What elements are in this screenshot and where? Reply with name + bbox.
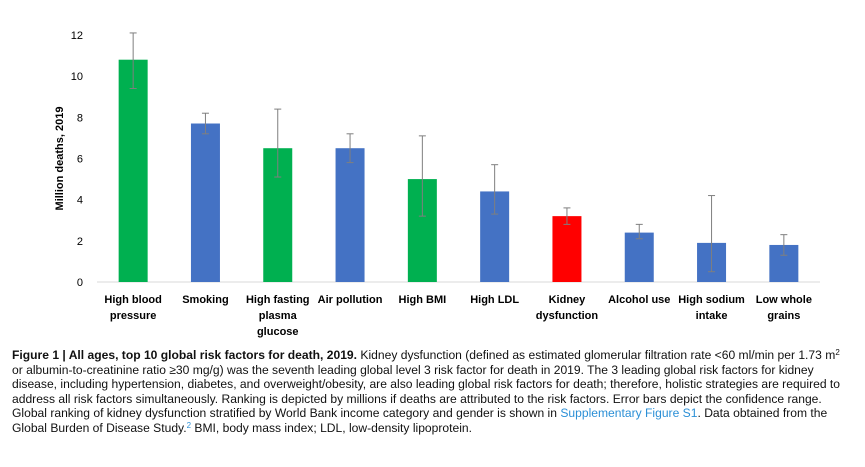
supplementary-figure-link[interactable]: Supplementary Figure S1 bbox=[560, 406, 698, 421]
y-tick-label: 8 bbox=[77, 112, 83, 124]
chart-bars bbox=[118, 59, 799, 283]
x-tick-label-line: High BMI bbox=[399, 294, 447, 306]
x-tick-label-line: plasma bbox=[259, 310, 298, 322]
figure-label: Figure 1 | All ages, top 10 global risk … bbox=[12, 348, 358, 362]
x-tick-label: High BMI bbox=[399, 294, 447, 306]
x-tick-label: High LDL bbox=[470, 294, 519, 306]
figure-caption: Figure 1 | All ages, top 10 global risk … bbox=[12, 348, 850, 436]
x-tick-label-line: High sodium bbox=[678, 294, 745, 306]
x-tick-label-line: dysfunction bbox=[536, 310, 599, 322]
y-tick-label: 4 bbox=[77, 195, 83, 207]
caption-text: or albumin-to-creatinine ratio ≥30 mg/g)… bbox=[12, 362, 841, 421]
y-tick-label: 2 bbox=[77, 236, 83, 248]
x-tick-label: Air pollution bbox=[318, 294, 383, 306]
y-tick-label: 12 bbox=[71, 30, 83, 42]
x-tick-label: Alcohol use bbox=[608, 294, 670, 306]
caption-text: BMI, body mass index; LDL, low-density l… bbox=[191, 420, 472, 435]
caption-text: Kidney dysfunction (defined as estimated… bbox=[357, 348, 836, 362]
y-tick-label: 0 bbox=[77, 277, 83, 289]
bar bbox=[624, 232, 654, 282]
y-tick-labels: 0 2 4 6 8 10 12 bbox=[71, 30, 83, 289]
reference-superscript[interactable]: 2 bbox=[186, 420, 192, 430]
x-tick-label: High sodium intake bbox=[678, 294, 745, 322]
bar-chart: High blood pressure Smoking High fasting pla… bbox=[54, 30, 820, 338]
x-tick-label-line: Alcohol use bbox=[608, 294, 670, 306]
x-tick-label-line: High fasting bbox=[246, 294, 310, 306]
y-tick-label: 10 bbox=[71, 71, 83, 83]
bar bbox=[190, 123, 220, 282]
x-tick-label: Smoking bbox=[182, 294, 228, 306]
x-tick-label-line: Kidney bbox=[549, 294, 587, 306]
x-tick-label-line: Smoking bbox=[182, 294, 228, 306]
x-tick-label: Low whole grains bbox=[756, 294, 812, 322]
y-tick-label: 6 bbox=[77, 154, 83, 166]
x-tick-label-line: Low whole bbox=[756, 294, 812, 306]
bar bbox=[552, 216, 582, 282]
x-tick-label-line: glucose bbox=[257, 326, 299, 338]
x-tick-label-line: High LDL bbox=[470, 294, 519, 306]
bar bbox=[335, 148, 365, 282]
x-tick-label-line: High blood bbox=[104, 294, 161, 306]
chart-error-bars bbox=[129, 32, 788, 273]
bar bbox=[118, 59, 148, 283]
y-axis-label: Million deaths, 2019 bbox=[54, 107, 66, 211]
x-tick-label-line: pressure bbox=[110, 310, 156, 322]
x-tick-label-line: grains bbox=[767, 310, 800, 322]
x-tick-label-line: intake bbox=[696, 310, 728, 322]
x-tick-labels: High blood pressure Smoking High fasting pla… bbox=[104, 294, 812, 338]
x-tick-label: High fasting plasma glucose bbox=[246, 294, 310, 338]
x-tick-label-line: Air pollution bbox=[318, 294, 383, 306]
caption-text: . Data obtained from the Global Burden o… bbox=[12, 406, 828, 435]
x-tick-label: Kidney dysfunction bbox=[536, 294, 599, 322]
superscript: 2 bbox=[835, 348, 840, 357]
x-tick-label: High blood pressure bbox=[104, 294, 161, 322]
